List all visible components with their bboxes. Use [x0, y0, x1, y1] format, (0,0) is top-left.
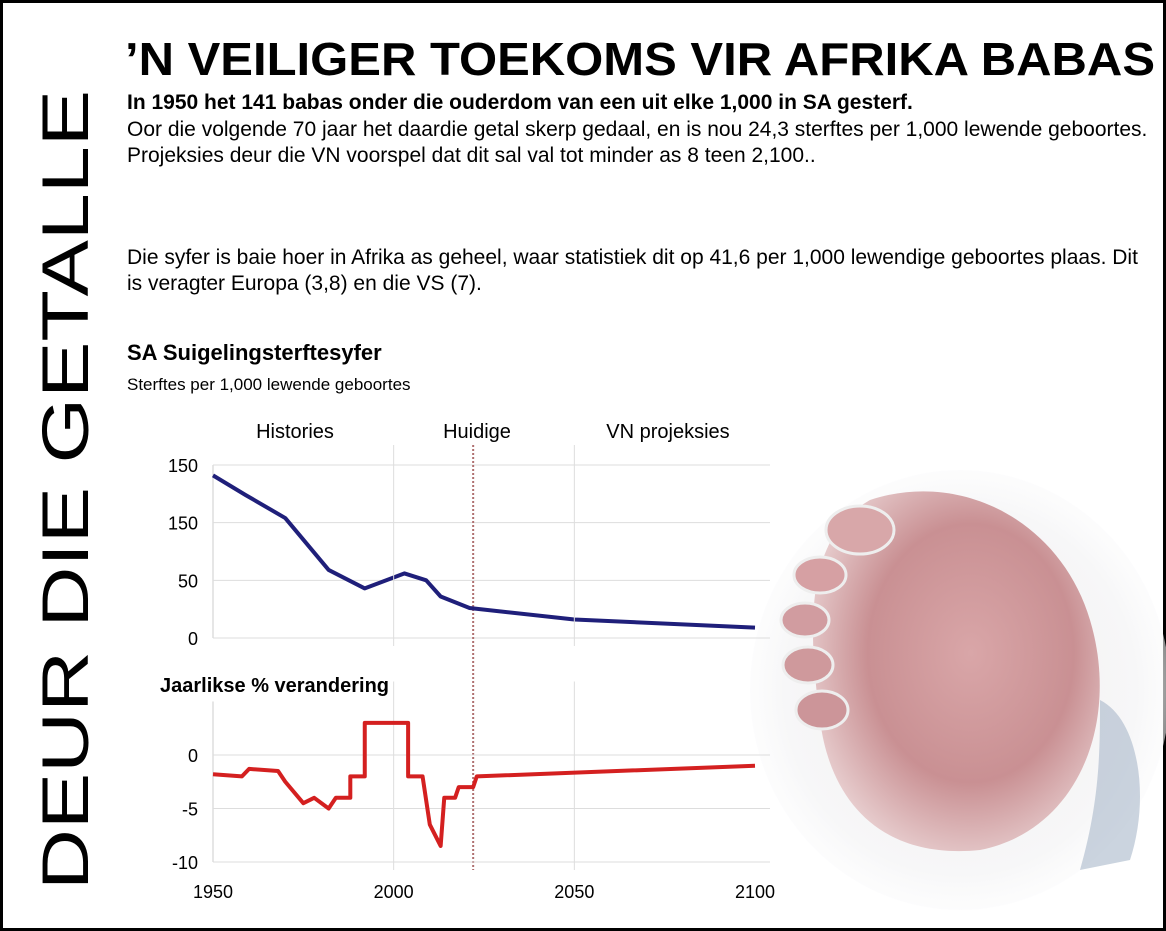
paragraph: Oor die volgende 70 jaar het daardie get…: [127, 117, 1157, 169]
data-line: [213, 475, 755, 627]
y-tick-label: 0: [188, 746, 198, 766]
y-tick-label: 50: [178, 571, 198, 591]
x-tick-label: 2000: [374, 882, 414, 902]
y-tick-label: -10: [172, 853, 198, 873]
plot: SA Suigelingsterftesyfer Sterftes per 1,0…: [127, 340, 775, 902]
data-line: [213, 723, 755, 846]
annotation: VN projeksies: [606, 421, 729, 443]
page: ’N VEILIGER TOEKOMS VIR AFRIKA BABAS DEU…: [0, 0, 1166, 931]
annotation: Huidige: [443, 421, 511, 443]
annotation: Histories: [256, 421, 334, 443]
chart-title: SA Suigelingsterftesyfer: [127, 340, 382, 365]
x-tick-label: 2100: [735, 882, 775, 902]
y-tick-label: 150: [168, 456, 198, 476]
x-tick-label: 2050: [554, 882, 594, 902]
y-tick-label: 150: [168, 514, 198, 534]
y-tick-label: 0: [188, 629, 198, 649]
photo: [750, 470, 1166, 910]
side-label: DEUR DIE GETALLE: [28, 90, 102, 890]
paragraph: Die syfer is baie hoer in Afrika as gehe…: [127, 245, 1157, 297]
x-tick-label: 1950: [193, 882, 233, 902]
lead: In 1950 het 141 babas onder die ouderdom…: [127, 90, 1157, 116]
y-tick-label: -5: [182, 800, 198, 820]
chart-title: Jaarlikse % verandering: [160, 675, 389, 697]
chart-subtitle: Sterftes per 1,000 lewende geboortes: [127, 375, 411, 394]
title: ’N VEILIGER TOEKOMS VIR AFRIKA BABAS: [125, 33, 1155, 85]
